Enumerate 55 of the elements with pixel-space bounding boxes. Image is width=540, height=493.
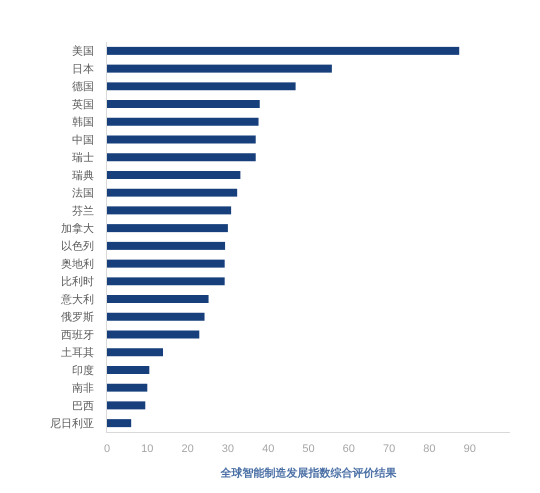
x-tick-label: 30 — [222, 443, 234, 456]
bar — [107, 312, 205, 321]
y-tick-label: 土耳其 — [60, 346, 94, 360]
x-tick-label: 0 — [104, 443, 110, 456]
y-tick-label: 印度 — [72, 364, 94, 377]
bar — [107, 295, 209, 304]
x-tick-label: 90 — [464, 443, 476, 456]
x-tick-label: 50 — [302, 443, 315, 456]
bar — [107, 348, 164, 356]
y-tick-label: 意大利 — [60, 292, 94, 306]
y-tick-label: 瑞典 — [72, 168, 94, 182]
y-tick-label: 日本 — [72, 62, 94, 76]
bar — [107, 206, 232, 214]
y-tick-label: 韩国 — [72, 116, 94, 129]
y-tick-label: 奥地利 — [60, 257, 94, 270]
x-tick-label: 80 — [423, 443, 436, 456]
y-tick-label: 法国 — [72, 186, 94, 200]
y-tick-label: 中国 — [72, 133, 94, 146]
y-tick-label: 瑞士 — [72, 151, 94, 164]
bar — [107, 100, 260, 108]
x-tick-label: 10 — [141, 443, 154, 456]
x-tick-label: 20 — [181, 443, 194, 456]
bar — [107, 64, 332, 73]
bar — [107, 153, 256, 162]
bar — [107, 419, 132, 428]
bar — [107, 136, 256, 144]
y-tick-label: 西班牙 — [60, 328, 94, 342]
bar — [107, 384, 148, 392]
y-tick-label: 芬兰 — [72, 204, 94, 218]
bar — [107, 277, 225, 286]
y-tick-label: 南非 — [72, 382, 94, 395]
y-tick-label: 比利时 — [60, 275, 94, 288]
y-tick-label: 加拿大 — [60, 222, 94, 235]
bar — [107, 46, 460, 55]
y-tick-label: 尼日利亚 — [50, 416, 94, 430]
bar — [107, 188, 238, 197]
y-tick-label: 美国 — [72, 44, 94, 58]
bar — [107, 170, 240, 179]
bar — [107, 242, 226, 250]
bar — [107, 118, 259, 126]
bar — [107, 401, 146, 410]
bar — [107, 260, 225, 268]
y-tick-label: 以色列 — [60, 240, 94, 253]
bar — [107, 366, 150, 374]
x-tick-label: 70 — [382, 443, 396, 456]
bar — [107, 224, 228, 232]
y-tick-label: 俄罗斯 — [60, 310, 94, 324]
y-tick-label: 德国 — [72, 81, 94, 94]
bar — [107, 330, 200, 338]
x-tick-label: 60 — [342, 443, 355, 456]
x-tick-label: 40 — [262, 443, 274, 456]
bar — [107, 82, 296, 90]
y-tick-label: 巴西 — [72, 400, 94, 412]
y-tick-label: 英国 — [72, 98, 94, 111]
x-axis-title: 全球智能制造发展指数综合评价结果 — [220, 466, 398, 480]
